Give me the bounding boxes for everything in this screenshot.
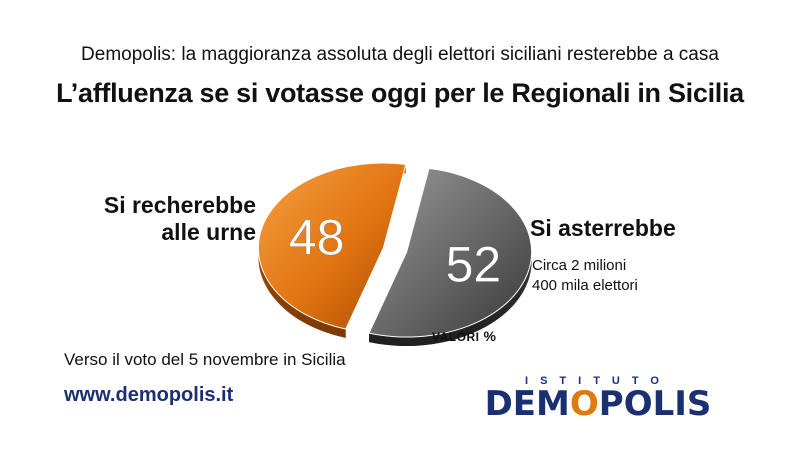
slice-label-right: Si asterrebbe [530, 215, 676, 241]
pie-slice-abstainers [368, 167, 533, 338]
pie-value-label-voters: 48 [289, 210, 345, 266]
values-label: VALORI [432, 330, 480, 344]
website-link[interactable]: www.demopolis.it [64, 384, 234, 406]
values-unit-label: VALORI% [432, 328, 496, 344]
logo-top-text: ISTITUTO [525, 375, 671, 387]
percent-sign: % [483, 328, 497, 344]
logo-main-part-b: POLIS [598, 384, 712, 424]
logo-main-o: O [569, 384, 599, 424]
chart-subtitle: Demopolis: la maggioranza assoluta degli… [81, 44, 719, 65]
annotation-note-line2: 400 mila elettori [532, 277, 638, 294]
footnote: Verso il voto del 5 novembre in Sicilia [64, 350, 346, 369]
pie-slice-voters [257, 162, 407, 330]
slice-label-left: Si recherebbe alle urne [66, 192, 256, 246]
logo-main-part-a: DEM [484, 384, 570, 424]
slice-label-left-line2: alle urne [161, 219, 256, 245]
demopolis-logo: ISTITUTO DEMOPOLIS [478, 375, 718, 421]
annotation-note: Circa 2 milioni 400 mila elettori [532, 256, 638, 296]
chart-title: L’affluenza se si votasse oggi per le Re… [56, 78, 744, 108]
logo-main-text: DEMOPOLIS [478, 387, 718, 421]
pie-value-label-abstainers: 52 [446, 236, 502, 292]
annotation-note-line1: Circa 2 milioni [532, 257, 627, 274]
slice-label-left-line1: Si recherebbe [103, 192, 256, 218]
